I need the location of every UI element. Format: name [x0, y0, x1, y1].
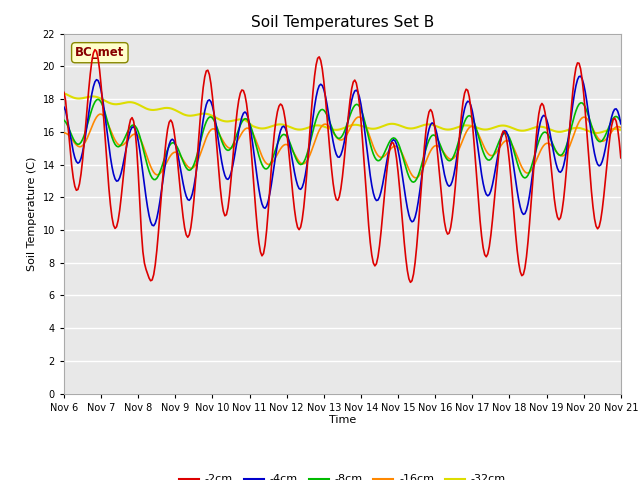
- -16cm: [617, 125, 625, 131]
- -8cm: [552, 148, 559, 154]
- -16cm: [97, 111, 105, 117]
- -16cm: [410, 174, 417, 180]
- -32cm: [617, 127, 625, 132]
- -8cm: [76, 141, 83, 147]
- -4cm: [617, 121, 625, 127]
- -8cm: [617, 119, 625, 124]
- -16cm: [412, 175, 419, 180]
- -32cm: [592, 130, 600, 136]
- -2cm: [91, 47, 99, 52]
- -32cm: [76, 96, 83, 101]
- -16cm: [165, 155, 173, 161]
- -8cm: [397, 148, 405, 154]
- -2cm: [60, 90, 68, 96]
- -2cm: [412, 260, 419, 265]
- -4cm: [577, 73, 584, 79]
- Legend: -2cm, -4cm, -8cm, -16cm, -32cm: -2cm, -4cm, -8cm, -16cm, -32cm: [175, 470, 510, 480]
- -2cm: [617, 155, 625, 161]
- -2cm: [379, 213, 387, 218]
- -8cm: [60, 118, 68, 123]
- Line: -4cm: -4cm: [64, 76, 621, 226]
- -8cm: [379, 154, 387, 159]
- -8cm: [412, 179, 419, 184]
- -32cm: [377, 124, 385, 130]
- -4cm: [60, 104, 68, 110]
- X-axis label: Time: Time: [329, 415, 356, 425]
- Y-axis label: Soil Temperature (C): Soil Temperature (C): [27, 156, 37, 271]
- -4cm: [550, 153, 558, 159]
- Line: -16cm: -16cm: [64, 114, 621, 178]
- -32cm: [164, 105, 172, 111]
- -8cm: [410, 180, 417, 185]
- -16cm: [76, 144, 83, 150]
- -2cm: [397, 204, 405, 209]
- -4cm: [150, 223, 157, 228]
- -2cm: [406, 279, 414, 285]
- Text: BC_met: BC_met: [75, 46, 125, 59]
- -4cm: [397, 165, 405, 171]
- -32cm: [60, 91, 68, 96]
- -16cm: [60, 130, 68, 136]
- -8cm: [165, 144, 173, 149]
- -16cm: [379, 155, 387, 160]
- -4cm: [410, 218, 417, 224]
- Title: Soil Temperatures Set B: Soil Temperatures Set B: [251, 15, 434, 30]
- -8cm: [94, 96, 102, 102]
- -32cm: [396, 122, 403, 128]
- -16cm: [397, 149, 405, 155]
- Line: -32cm: -32cm: [64, 94, 621, 133]
- -32cm: [408, 126, 416, 132]
- -32cm: [549, 128, 557, 133]
- -2cm: [552, 207, 559, 213]
- -2cm: [165, 120, 173, 125]
- Line: -8cm: -8cm: [64, 99, 621, 182]
- -2cm: [76, 181, 83, 187]
- -4cm: [76, 159, 83, 165]
- -16cm: [552, 148, 559, 154]
- -4cm: [379, 181, 387, 187]
- -4cm: [165, 142, 173, 147]
- Line: -2cm: -2cm: [64, 49, 621, 282]
